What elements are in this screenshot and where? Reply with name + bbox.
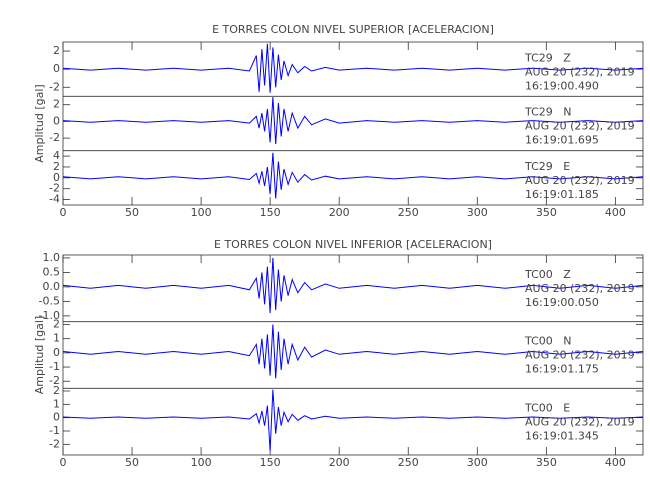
x-tick-label: 150: [260, 206, 281, 219]
waveform: [62, 152, 644, 199]
x-tick-label: 400: [605, 456, 626, 469]
x-tick-label: 100: [191, 456, 212, 469]
x-tick-label: 200: [329, 456, 350, 469]
y-tick-label: -4: [49, 193, 60, 206]
time-label: 16:19:00.050: [525, 296, 599, 309]
station-label: TC29 N: [524, 106, 571, 119]
y-tick-label: -2: [49, 182, 60, 195]
y-tick-label: 0: [53, 411, 60, 424]
x-tick-label: 200: [329, 206, 350, 219]
y-tick-label: -1: [49, 360, 60, 373]
station-label: TC00 Z: [524, 268, 571, 281]
chart-title: E TORRES COLON NIVEL INFERIOR [ACELERACI…: [214, 238, 492, 251]
x-tick-label: 300: [467, 206, 488, 219]
y-tick-label: 1: [53, 397, 60, 410]
y-tick-label: 2: [53, 98, 60, 111]
chart-title: E TORRES COLON NIVEL SUPERIOR [ACELERACI…: [212, 23, 494, 36]
waveform: [62, 257, 644, 314]
x-tick-label: 100: [191, 206, 212, 219]
time-label: 16:19:01.175: [525, 363, 599, 376]
waveform: [62, 389, 644, 452]
y-tick-label: 0.0: [43, 280, 61, 293]
y-tick-label: 2: [53, 44, 60, 57]
x-tick-label: 350: [536, 206, 557, 219]
y-tick-label: 2: [53, 160, 60, 173]
plot-frame: [62, 254, 644, 456]
y-tick-label: 2: [53, 318, 60, 331]
waveform: [62, 43, 644, 93]
x-tick-label: 400: [605, 206, 626, 219]
date-label: AUG 20 (232), 2019: [525, 65, 635, 78]
date-label: AUG 20 (232), 2019: [525, 120, 635, 133]
date-label: AUG 20 (232), 2019: [525, 174, 635, 187]
y-tick-label: 0: [53, 62, 60, 75]
time-label: 16:19:01.345: [525, 429, 599, 442]
station-label: TC29 E: [524, 160, 570, 173]
y-tick-label: -0.5: [39, 294, 60, 307]
station-label: TC00 N: [524, 335, 571, 348]
date-label: AUG 20 (232), 2019: [525, 415, 635, 428]
date-label: AUG 20 (232), 2019: [525, 349, 635, 362]
x-tick-label: 250: [398, 206, 419, 219]
x-tick-label: 150: [260, 456, 281, 469]
y-tick-label: 4: [53, 149, 60, 162]
station-label: TC29 Z: [524, 51, 571, 64]
y-tick-label: -1: [49, 424, 60, 437]
y-tick-label: -1.0: [39, 309, 60, 322]
station-label: TC00 E: [524, 401, 570, 414]
y-tick-label: -2: [49, 131, 60, 144]
x-tick-label: 50: [125, 456, 139, 469]
y-tick-label: 0.5: [43, 265, 61, 278]
time-label: 16:19:00.490: [525, 79, 599, 92]
y-tick-label: -2: [49, 437, 60, 450]
y-tick-label: -2: [49, 374, 60, 387]
y-tick-label: -2: [49, 80, 60, 93]
y-axis-label: Amplitud [gal]: [33, 316, 46, 394]
x-tick-label: 0: [60, 456, 67, 469]
date-label: AUG 20 (232), 2019: [525, 282, 635, 295]
plot-frame: [62, 41, 644, 206]
y-tick-label: 0: [53, 346, 60, 359]
time-label: 16:19:01.185: [525, 188, 599, 201]
waveform: [62, 324, 644, 379]
y-tick-label: 0: [53, 114, 60, 127]
x-tick-label: 50: [125, 206, 139, 219]
time-label: 16:19:01.695: [525, 134, 599, 147]
x-tick-label: 0: [60, 206, 67, 219]
y-tick-label: 1: [53, 332, 60, 345]
x-tick-label: 250: [398, 456, 419, 469]
x-tick-label: 350: [536, 456, 557, 469]
y-axis-label: Amplitud [gal]: [33, 84, 46, 162]
y-tick-label: 1.0: [43, 251, 61, 264]
x-tick-label: 300: [467, 456, 488, 469]
y-tick-label: 0: [53, 171, 60, 184]
y-tick-label: 2: [53, 384, 60, 397]
waveform: [62, 97, 644, 145]
